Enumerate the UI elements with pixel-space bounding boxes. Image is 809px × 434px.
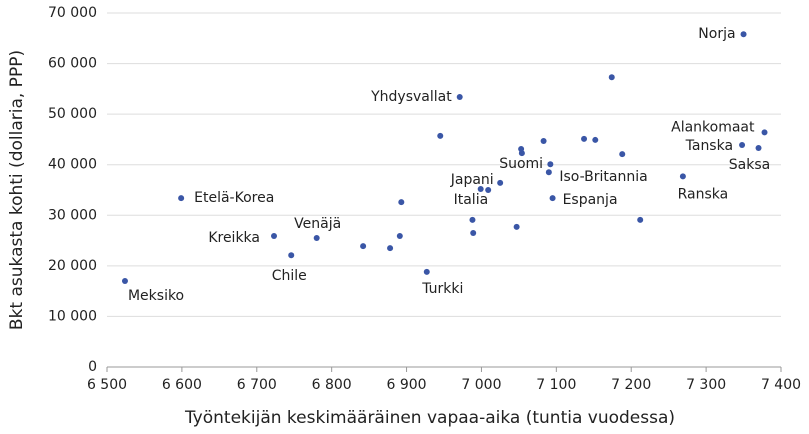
x-tick-label: 6 700 [237,377,277,393]
point [485,187,492,193]
point [755,145,762,152]
point-label: Iso-Britannia [559,169,647,185]
x-axis-label: Työntekijän keskimääräinen vapaa-aika (t… [184,408,675,428]
point [679,173,686,180]
point [398,199,405,206]
x-tick-label: 6 600 [162,377,202,393]
point-label: Japani [450,172,494,188]
y-tick-label: 10 000 [48,308,97,324]
point-label: Alankomaat [671,119,755,135]
point-label: Espanja [563,192,618,208]
point [423,268,430,275]
point [271,233,278,240]
point-label: Turkki [421,281,463,297]
x-tick-label: 6 800 [312,377,352,393]
x-tick-label: 6 500 [87,377,127,393]
point [513,223,520,230]
x-tick-label: 6 900 [387,377,427,393]
point [470,229,477,236]
point [477,185,484,192]
point-label: Venäjä [294,216,341,232]
point [739,141,746,148]
y-tick-label: 0 [88,359,97,375]
point [437,132,444,139]
point [608,74,615,81]
point-label: Etelä-Korea [194,190,274,206]
point-label: Saksa [729,157,770,173]
y-tick-label: 40 000 [48,157,97,173]
point [740,31,747,38]
point [469,216,476,223]
point [518,150,525,157]
point-label: Chile [272,268,307,284]
x-tick-label: 7 400 [761,377,801,393]
point [637,216,644,223]
point-label: Norja [698,26,735,42]
point [288,252,295,259]
point-label: Tanska [685,138,733,154]
point-label: Ranska [678,186,729,202]
point [540,137,547,144]
point [581,135,588,142]
point [592,136,599,143]
x-tick-label: 7 100 [536,377,576,393]
point [178,195,185,202]
y-tick-label: 20 000 [48,258,97,274]
y-tick-label: 50 000 [48,106,97,122]
point [619,151,626,158]
point [545,169,552,176]
point [360,243,367,250]
x-tick-label: 7 000 [461,377,501,393]
y-tick-label: 60 000 [48,56,97,72]
point [387,245,394,252]
point-label: Meksiko [128,288,184,304]
point [396,233,403,240]
point [549,195,556,202]
x-tick-label: 7 300 [686,377,726,393]
point [547,161,554,168]
point [456,93,463,100]
y-tick-label: 30 000 [48,207,97,223]
point [497,179,504,186]
point-label: Kreikka [208,230,260,246]
point-label: Suomi [499,156,543,172]
y-axis-label: Bkt asukasta kohti (dollaria, PPP) [7,50,27,330]
point [761,129,768,136]
point-label: Italia [454,192,489,208]
point-label: Yhdysvallat [370,89,452,105]
y-tick-label: 70 000 [48,5,97,21]
point [121,278,128,285]
point [313,235,320,242]
x-tick-label: 7 200 [611,377,651,393]
